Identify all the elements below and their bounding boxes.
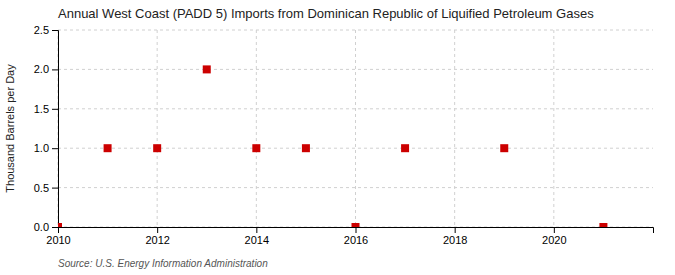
y-tick-label: 1.5 <box>34 103 49 115</box>
x-axis-line <box>59 228 654 234</box>
source-note: Source: U.S. Energy Information Administ… <box>58 258 268 269</box>
x-tick: 2010 <box>46 227 70 246</box>
grid-line-x <box>355 30 356 227</box>
grid-line-x <box>256 30 257 227</box>
x-tick-label: 2020 <box>542 234 566 246</box>
points <box>58 65 607 227</box>
x-tick: 2020 <box>542 227 566 246</box>
x-tick: 2014 <box>245 227 269 246</box>
y-tick-label: 2.0 <box>34 63 49 75</box>
point <box>599 223 607 227</box>
x-tick-mark <box>554 227 555 233</box>
y-axis-label: Thousand Barrels per Day <box>4 64 16 193</box>
point <box>203 65 211 73</box>
x-tick: 2016 <box>344 227 368 246</box>
y-tick-mark <box>52 69 58 70</box>
grid <box>58 30 653 227</box>
chart-svg: 2010 2012 2014 2016 2018 2020 0.0 0.5 1.0 1.5 2.0 2… <box>0 0 675 275</box>
y-tick-mark <box>52 30 58 31</box>
point <box>352 223 360 227</box>
x-tick-mark <box>256 227 257 233</box>
x-axis: 2010 2012 2014 2016 2018 2020 <box>46 227 653 246</box>
y-tick-label: 1.0 <box>34 142 49 154</box>
y-axis-line <box>52 31 59 228</box>
y-tick-label: 0.5 <box>34 182 49 194</box>
point <box>104 144 112 152</box>
x-tick: 2018 <box>443 227 467 246</box>
x-tick-label: 2016 <box>344 234 368 246</box>
title: Annual West Coast (PADD 5) Imports from … <box>58 6 594 21</box>
x-tick-mark <box>157 227 158 233</box>
y-tick: 0.0 <box>34 221 58 233</box>
y-tick-mark <box>52 109 58 110</box>
x-tick-label: 2010 <box>46 234 70 246</box>
y-tick: 1.5 <box>34 103 58 115</box>
x-tick: 2012 <box>145 227 169 246</box>
y-tick-label: 2.5 <box>34 24 49 36</box>
x-tick-label: 2014 <box>245 234 269 246</box>
y-axis: 0.0 0.5 1.0 1.5 2.0 2.5 <box>34 24 59 233</box>
chart-container: 2010 2012 2014 2016 2018 2020 0.0 0.5 1.0 1.5 2.0 2… <box>0 0 675 275</box>
point <box>500 144 508 152</box>
x-tick-label: 2018 <box>443 234 467 246</box>
grid-line-y <box>58 69 653 70</box>
y-tick-label: 0.0 <box>34 221 49 233</box>
grid-line-x <box>454 30 455 227</box>
point <box>58 223 62 227</box>
grid-line-y <box>58 148 653 149</box>
x-tick-mark <box>455 227 456 233</box>
grid-line-x <box>553 30 554 227</box>
y-tick: 2.0 <box>34 63 58 75</box>
y-tick-mark <box>52 148 58 149</box>
y-tick: 2.5 <box>34 24 58 36</box>
plot-area: 2010 2012 2014 2016 2018 2020 0.0 0.5 1.0 1.5 2.0 2… <box>34 24 654 246</box>
x-tick-label: 2012 <box>145 234 169 246</box>
point <box>302 144 310 152</box>
y-tick-mark <box>52 188 58 189</box>
point <box>252 144 260 152</box>
point <box>401 144 409 152</box>
y-tick-mark <box>52 227 58 228</box>
x-tick-mark <box>356 227 357 233</box>
point <box>153 144 161 152</box>
y-tick: 1.0 <box>34 142 58 154</box>
y-tick: 0.5 <box>34 182 58 194</box>
grid-line-x <box>157 30 158 227</box>
